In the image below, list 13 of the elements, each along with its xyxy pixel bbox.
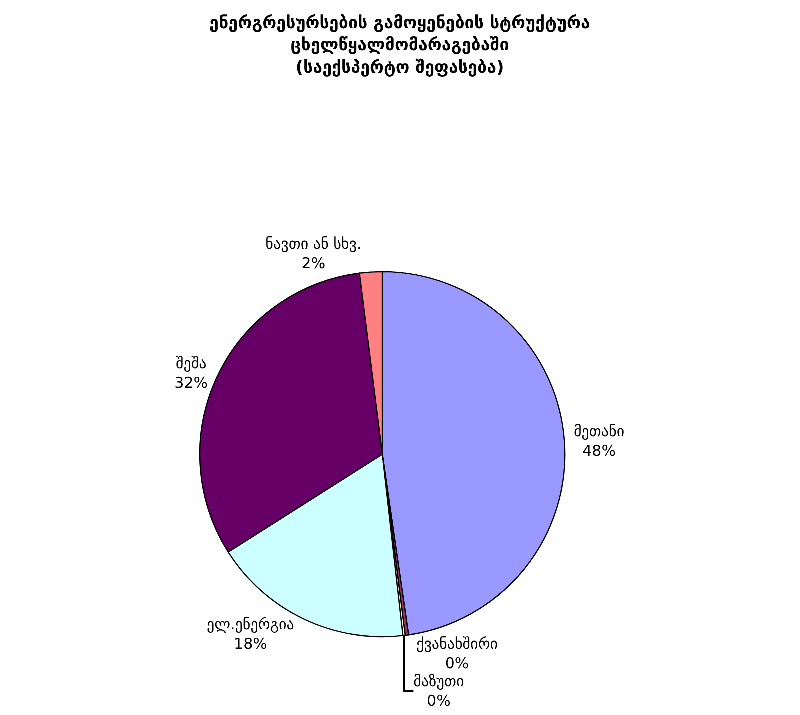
slice-label: ელ.ენერგია	[206, 616, 294, 634]
slice-label: ნავთი ან სხვ.	[266, 234, 362, 253]
slice-label: მაზუთი	[414, 672, 464, 690]
slice-label: შეშა	[176, 354, 207, 373]
chart-title: ენერგრესურსების გამოყენების სტრუქტურა ცხელწყალმომარაგებაში (საექსპერტო შეფასება)	[210, 14, 590, 78]
data-label: 18%	[234, 635, 268, 654]
data-label: 32%	[174, 374, 208, 392]
data-label: 0%	[427, 692, 451, 710]
data-label: 0%	[445, 654, 470, 672]
slice-label: მეთანი	[574, 422, 625, 440]
data-label: 2%	[302, 254, 326, 272]
slice-label: ქვანახშირი	[416, 634, 498, 653]
data-label: 48%	[582, 442, 616, 460]
